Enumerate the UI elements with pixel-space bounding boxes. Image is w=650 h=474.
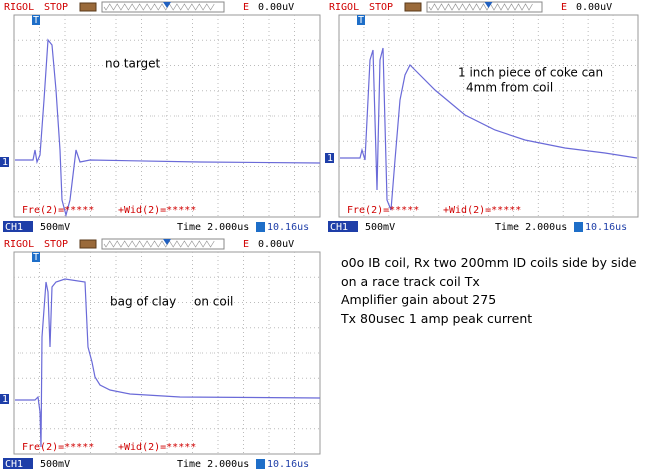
scope-screen: RIGOL STOP E 0.00uV T 1 Fre(2)=***** +Wid(2)=**…: [0, 237, 322, 472]
notes: o0o IB coil, Rx two 200mm ID coils side …: [341, 254, 637, 328]
trigger-source: E: [243, 239, 249, 250]
run-status: STOP: [369, 2, 393, 13]
measure-freq: Fre(2)=*****: [22, 442, 94, 453]
window-marker: [163, 239, 171, 245]
trigger-pos-icon: [574, 222, 583, 232]
run-status: STOP: [44, 239, 68, 250]
window-marker: [163, 2, 171, 8]
scope-screen: RIGOL STOP E 0.00uV T 1 Fre(2)=***** +Wid(2)=**…: [0, 0, 322, 235]
waveform: [15, 38, 321, 218]
channel-badge: [328, 221, 358, 232]
measure-width: +Wid(2)=*****: [118, 442, 196, 453]
trigger-marker: T: [33, 252, 39, 263]
trigger-source: E: [243, 2, 249, 13]
battery-icon: [79, 239, 97, 249]
run-status: STOP: [44, 2, 68, 13]
waveform: [15, 278, 321, 448]
measure-freq: Fre(2)=*****: [22, 205, 94, 216]
channel-label: CH1: [5, 222, 23, 233]
annotation: 4mm from coil: [466, 81, 553, 95]
note-line: Tx 80usec 1 amp peak current: [341, 310, 533, 326]
volts-div: 500mV: [40, 459, 70, 470]
trigger-pos: 10.16us: [267, 222, 309, 233]
trigger-marker-bg: [32, 252, 40, 262]
brand: RIGOL: [329, 2, 359, 13]
trigger-pos-icon: [256, 459, 265, 469]
memory-wave: [428, 3, 533, 11]
waveform: [340, 47, 638, 211]
trigger-pos: 10.16us: [585, 222, 627, 233]
scope-screen: RIGOL STOP E 0.00uV T 1 Fre(2)=***** +Wid(2)=**…: [325, 0, 640, 235]
channel-marker: 1: [2, 394, 8, 405]
brand: RIGOL: [4, 2, 34, 13]
channel-label: CH1: [5, 459, 23, 470]
channel-marker: 1: [327, 153, 333, 164]
annotation: 1 inch piece of coke can: [458, 66, 603, 80]
memory-bar: [101, 238, 225, 250]
measure-freq: Fre(2)=*****: [347, 205, 419, 216]
trigger-marker-bg: [357, 15, 365, 25]
channel-label: CH1: [330, 222, 348, 233]
memory-bar: [101, 1, 225, 13]
measure-width: +Wid(2)=*****: [118, 205, 196, 216]
note-line: on a race track coil Tx: [341, 273, 480, 289]
battery-icon: [404, 2, 422, 12]
trigger-marker: T: [33, 15, 39, 26]
memory-wave: [103, 240, 215, 248]
note-line: Amplifier gain about 275: [341, 292, 497, 307]
volts-div: 500mV: [365, 222, 395, 233]
trigger-level: 0.00uV: [258, 239, 294, 250]
trigger-marker-bg: [32, 15, 40, 25]
channel-marker-bg: [0, 157, 9, 167]
window-marker: [484, 2, 493, 8]
memory-wave: [103, 3, 215, 11]
channel-badge: [3, 458, 33, 469]
trigger-pos-icon: [256, 222, 265, 232]
brand: RIGOL: [4, 239, 34, 250]
trigger-level: 0.00uV: [576, 2, 612, 13]
annotation: no target: [105, 57, 161, 71]
note-line: o0o IB coil, Rx two 200mm ID coils side …: [341, 255, 637, 270]
channel-marker-bg: [325, 153, 334, 163]
timebase: Time 2.000us: [177, 459, 249, 470]
annotation: on coil: [194, 295, 233, 309]
annotation: bag of clay: [110, 295, 176, 309]
measure-width: +Wid(2)=*****: [443, 205, 521, 216]
timebase: Time 2.000us: [177, 222, 249, 233]
channel-marker-bg: [0, 394, 9, 404]
trigger-source: E: [561, 2, 567, 13]
memory-bar: [426, 1, 543, 13]
trigger-level: 0.00uV: [258, 2, 294, 13]
volts-div: 500mV: [40, 222, 70, 233]
channel-marker: 1: [2, 157, 8, 168]
timebase: Time 2.000us: [495, 222, 567, 233]
channel-badge: [3, 221, 33, 232]
trigger-marker: T: [358, 15, 364, 26]
battery-icon: [79, 2, 97, 12]
trigger-pos: 10.16us: [267, 459, 309, 470]
